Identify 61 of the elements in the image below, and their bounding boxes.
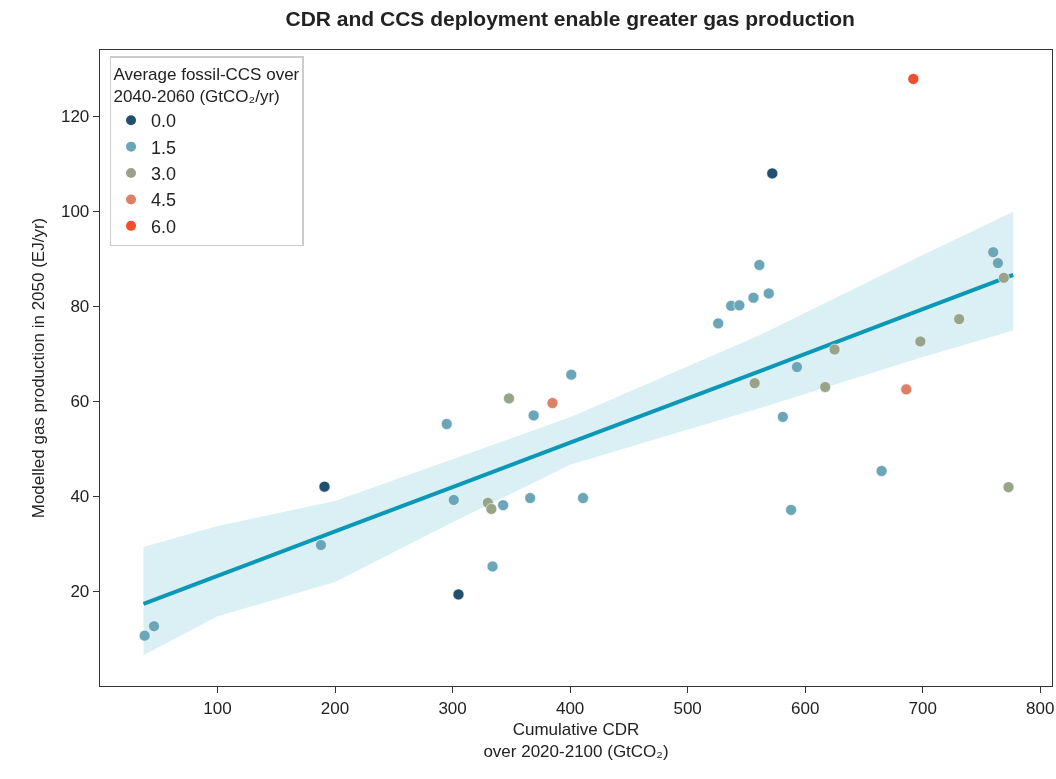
x-axis-title: Cumulative CDR over 2020-2100 (GtCO₂): [483, 719, 669, 762]
point: [785, 504, 797, 516]
y-tick-label: 40: [70, 487, 90, 507]
y-axis-title: Modelled gas production in 2050 (EJ/yr): [28, 217, 48, 519]
x-tick-label: 300: [438, 698, 467, 718]
point: [486, 560, 499, 573]
point: [953, 313, 965, 325]
x-tick-label: 600: [791, 698, 820, 718]
point: [828, 343, 841, 356]
legend-label: 6.0: [151, 216, 177, 237]
point: [148, 620, 160, 632]
point: [497, 499, 509, 511]
point: [138, 629, 151, 642]
point: [524, 492, 536, 504]
point: [527, 409, 540, 422]
point: [762, 287, 775, 300]
point: [777, 411, 789, 423]
x-tick-label: 800: [1026, 698, 1055, 718]
x-tick-label: 400: [555, 698, 585, 718]
point: [440, 418, 453, 430]
point: [766, 167, 779, 180]
x-tick-label: 200: [320, 698, 350, 718]
point: [875, 465, 888, 477]
point: [907, 73, 920, 85]
point: [791, 361, 803, 373]
point: [733, 299, 746, 312]
point: [577, 492, 589, 504]
legend-label: 4.5: [151, 190, 177, 211]
y-tick-label: 60: [70, 392, 90, 412]
point: [747, 291, 760, 304]
point: [748, 377, 761, 389]
y-tick-label: 100: [60, 202, 90, 222]
point: [452, 588, 465, 601]
y-tick-label: 120: [60, 107, 90, 127]
point: [565, 368, 578, 381]
line-series: [141, 272, 1016, 606]
point: [987, 246, 1000, 258]
point: [992, 257, 1004, 269]
point: [998, 272, 1010, 284]
point: [503, 392, 515, 405]
point: [1002, 481, 1015, 493]
legend-label: 1.5: [151, 137, 177, 158]
x-tick-label: 700: [908, 698, 937, 718]
point: [819, 381, 831, 393]
legend-label: 0.0: [151, 111, 177, 132]
point: [485, 503, 498, 515]
point: [318, 480, 331, 493]
chart-title: CDR and CCS deployment enable greater gas production: [285, 7, 855, 31]
y-tick-label: 20: [70, 582, 90, 602]
point: [315, 539, 327, 551]
point: [447, 494, 460, 506]
legend-label: 3.0: [151, 164, 177, 185]
point: [712, 317, 725, 330]
legend-title: Average fossil-CCS over 2040-2060 (GtCO₂/yr): [113, 64, 300, 107]
y-tick-label: 80: [70, 297, 90, 317]
x-tick-label: 100: [203, 698, 232, 718]
point: [753, 259, 766, 271]
point: [546, 397, 559, 409]
x-tick-label: 500: [673, 698, 702, 718]
point: [914, 335, 927, 348]
point: [900, 383, 913, 396]
